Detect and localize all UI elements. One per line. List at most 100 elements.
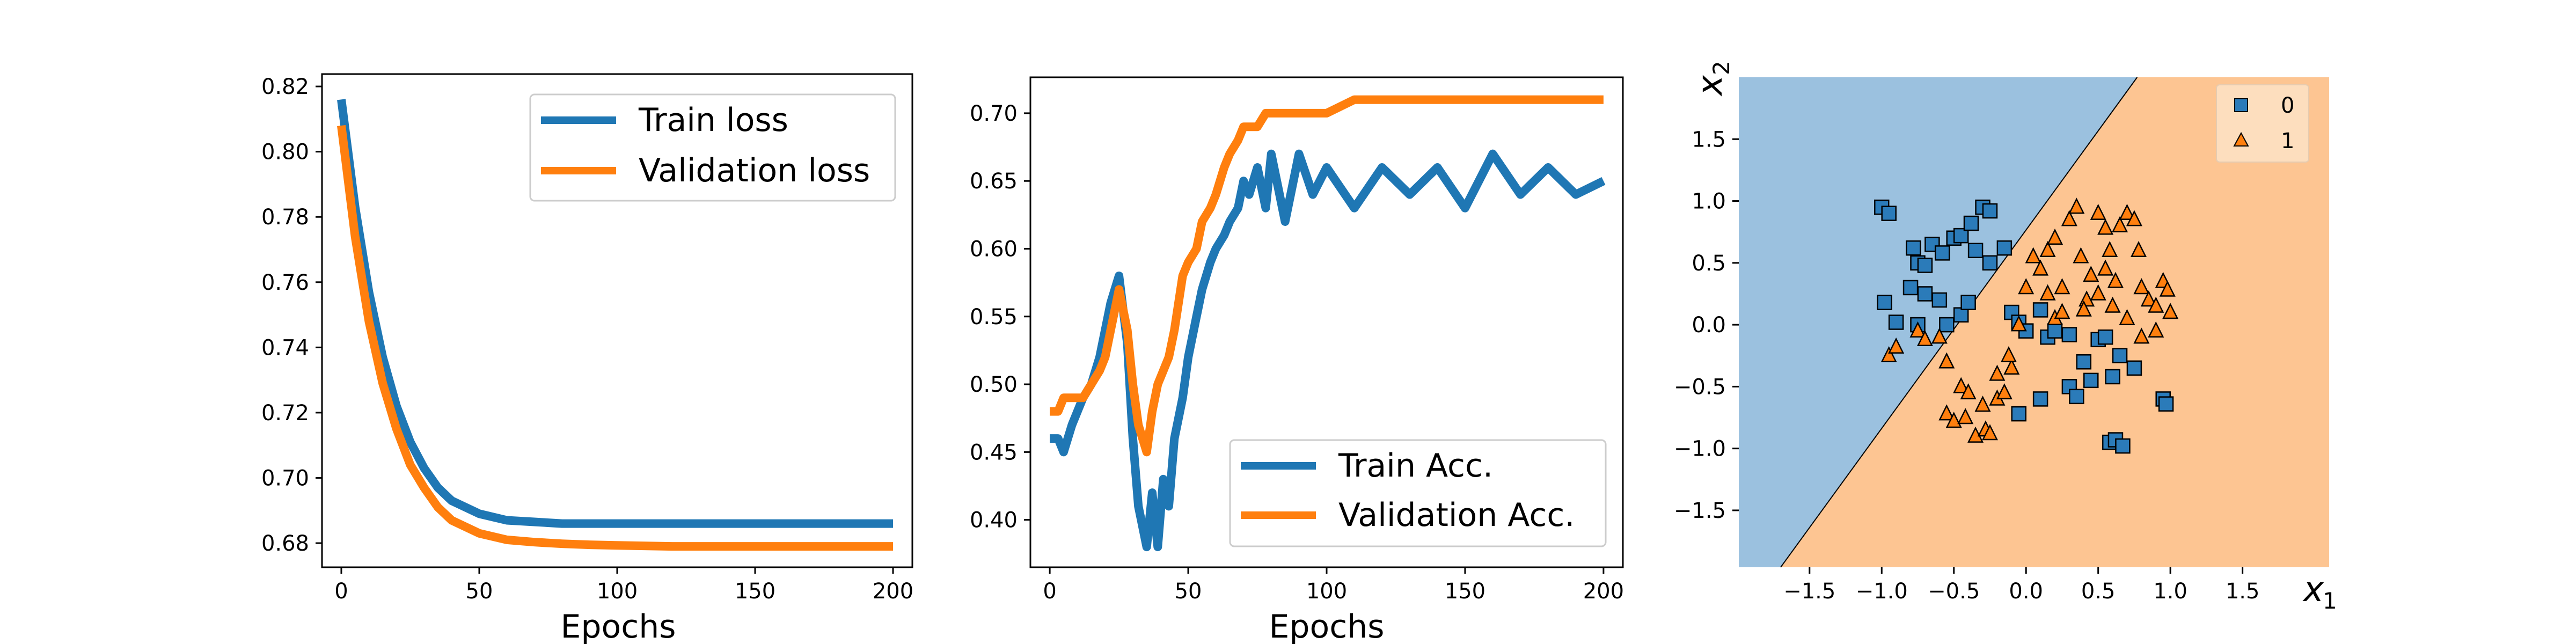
y-tick-label: 0.0 <box>1692 313 1726 338</box>
point-class-1 <box>2039 240 2056 258</box>
point-class-0 <box>2158 396 2174 412</box>
point-class-1 <box>1909 321 1926 338</box>
x-tick-label: 50 <box>466 579 493 604</box>
point-class-1 <box>2090 284 2106 301</box>
point-class-0 <box>1931 292 1948 308</box>
point-class-0 <box>1917 286 1933 302</box>
point-class-1 <box>2159 280 2176 297</box>
point-class-0 <box>2115 438 2131 454</box>
legend-label-validation-acc: Validation Acc. <box>1338 496 1575 534</box>
y-tick-label: 0.50 <box>970 372 1018 397</box>
point-class-0 <box>1996 240 2012 256</box>
point-class-1 <box>2039 284 2056 301</box>
point-class-1 <box>2032 259 2049 276</box>
legend-marker-class-1 <box>2233 131 2249 147</box>
point-class-1 <box>2054 278 2070 295</box>
y-tick-label: 0.60 <box>970 237 1018 261</box>
y-tick-label: 0.5 <box>1692 251 1726 276</box>
point-class-1 <box>2068 197 2085 214</box>
x-tick-label: −1.5 <box>1783 579 1835 604</box>
legend-marker-class-0 <box>2234 98 2248 112</box>
series-line-1 <box>337 125 893 551</box>
point-class-1 <box>2075 300 2092 317</box>
point-class-0 <box>1982 255 1998 271</box>
point-class-1 <box>2061 210 2077 226</box>
x2-axis-label: x <box>1690 75 1730 97</box>
point-class-1 <box>1888 337 1905 354</box>
point-class-0 <box>2047 323 2063 339</box>
point-class-1 <box>2133 327 2150 344</box>
series-line-0 <box>1050 149 1606 552</box>
x-tick-label: 150 <box>1445 579 1485 604</box>
point-class-0 <box>1877 295 1892 310</box>
accuracy-legend: Train Acc. Validation Acc. <box>1229 439 1607 547</box>
point-class-0 <box>2126 360 2142 376</box>
x-tick-label: 150 <box>735 579 775 604</box>
y-tick-label: 0.78 <box>261 205 309 230</box>
point-class-0 <box>2011 406 2027 422</box>
point-class-1 <box>2140 290 2157 307</box>
x-tick-label: 0.5 <box>2081 579 2116 604</box>
point-class-0 <box>1982 203 1998 219</box>
point-class-1 <box>2148 296 2164 313</box>
region-class-0 <box>1739 77 2138 567</box>
point-class-0 <box>1902 280 1919 296</box>
point-class-1 <box>2097 218 2114 235</box>
y-tick-label: 0.76 <box>261 270 309 295</box>
point-class-0 <box>1888 314 1904 330</box>
point-class-0 <box>2112 348 2128 363</box>
point-class-1 <box>2003 358 2020 375</box>
x1-subscript: 1 <box>2323 588 2337 614</box>
point-class-1 <box>2073 247 2089 264</box>
y-tick-label: −1.0 <box>1674 437 1726 462</box>
point-class-0 <box>2032 391 2048 407</box>
point-class-1 <box>1938 404 1955 421</box>
x-tick-label: 200 <box>873 579 913 604</box>
y-tick-label: 0.70 <box>970 101 1018 126</box>
point-class-0 <box>1967 243 1984 259</box>
point-class-1 <box>1981 424 1998 441</box>
x-tick-label: 100 <box>1306 579 1347 604</box>
x-tick-label: 0 <box>1043 579 1056 604</box>
x-tick-label: 200 <box>1583 579 1624 604</box>
y-tick-label: 0.72 <box>261 401 309 426</box>
accuracy-legend-box <box>1229 439 1607 547</box>
x-tick-label: −0.5 <box>1928 579 1980 604</box>
y-tick-label: 0.68 <box>261 531 309 556</box>
point-class-0 <box>2076 354 2092 370</box>
point-class-1 <box>2162 303 2179 319</box>
point-class-1 <box>2148 321 2164 338</box>
point-class-1 <box>2010 315 2027 332</box>
legend-label-class-0: 0 <box>2281 93 2294 118</box>
point-class-1 <box>1989 364 2006 381</box>
y-tick-label: 1.0 <box>1692 189 1726 214</box>
point-class-1 <box>1880 346 1897 362</box>
x-tick-label: 0.0 <box>2009 579 2043 604</box>
point-class-1 <box>1960 383 1977 400</box>
y-tick-label: 0.74 <box>261 335 309 360</box>
point-class-0 <box>1906 240 1921 256</box>
loss-legend-box <box>529 93 896 202</box>
point-class-1 <box>2107 272 2124 288</box>
point-class-1 <box>2083 266 2099 282</box>
legend-label-train-acc: Train Acc. <box>1338 447 1493 485</box>
point-class-1 <box>2102 240 2118 258</box>
decision-legend-box <box>2216 84 2309 163</box>
point-class-0 <box>1881 206 1897 221</box>
point-class-0 <box>2032 302 2048 318</box>
y-tick-label: 0.80 <box>261 140 309 165</box>
y-tick-label: 1.5 <box>1692 127 1726 152</box>
point-class-1 <box>1974 396 1991 412</box>
point-class-1 <box>2090 203 2106 220</box>
y-axis-label-x2: x 2 <box>1690 61 1735 97</box>
x-tick-label: −1.0 <box>1856 579 1908 604</box>
y-tick-label: 0.65 <box>970 169 1018 194</box>
point-class-1 <box>2054 303 2070 319</box>
point-class-0 <box>1963 215 1979 231</box>
point-class-1 <box>1957 408 1974 425</box>
y-tick-label: 0.55 <box>970 305 1018 330</box>
point-class-1 <box>2119 309 2135 325</box>
x1-axis-label: x <box>2302 570 2324 610</box>
point-class-0 <box>2105 369 2120 385</box>
